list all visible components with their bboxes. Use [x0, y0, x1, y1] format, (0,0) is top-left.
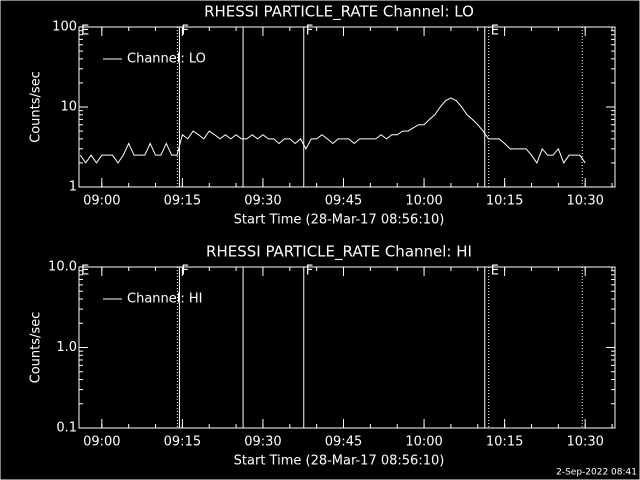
chart-title: RHESSI PARTICLE_RATE Channel: LO: [204, 3, 474, 22]
chart-title: RHESSI PARTICLE_RATE Channel: HI: [206, 243, 472, 262]
x-tick-label: 09:30: [244, 435, 281, 450]
y-axis-label: Counts/sec: [29, 71, 44, 143]
x-axis-label: Start Time (28-Mar-17 08:56:10): [234, 454, 445, 469]
x-tick-label: 10:15: [486, 194, 523, 209]
y-tick-label: 10: [60, 100, 77, 115]
x-tick-label: 10:15: [486, 435, 523, 450]
y-axis-label: Counts/sec: [29, 312, 44, 384]
x-tick-label: 09:15: [164, 435, 201, 450]
flag-label: F: [181, 24, 188, 39]
flag-label: E: [491, 264, 499, 279]
x-tick-label: 10:30: [566, 435, 603, 450]
x-tick-label: 09:30: [244, 194, 281, 209]
legend-label: Channel: LO: [127, 52, 206, 67]
flag-label: E: [81, 264, 89, 279]
flag-label: E: [491, 24, 499, 39]
flag-label: E: [81, 24, 89, 39]
x-tick-label: 09:00: [83, 194, 120, 209]
x-tick-label: 09:45: [325, 435, 362, 450]
x-tick-label: 09:15: [164, 194, 201, 209]
y-tick-label: 100: [52, 20, 77, 35]
data-line: [79, 97, 586, 164]
flag-label: F: [306, 24, 313, 39]
y-tick-label: 10.0: [48, 260, 77, 275]
y-tick-label: 0.1: [56, 421, 77, 436]
y-tick-label: 1.0: [56, 340, 77, 355]
legend-label: Channel: HI: [127, 292, 203, 307]
y-tick-label: 1: [69, 180, 77, 195]
flag-label: F: [181, 264, 188, 279]
x-tick-label: 09:00: [83, 435, 120, 450]
x-tick-label: 10:00: [405, 194, 442, 209]
x-tick-label: 10:30: [566, 194, 603, 209]
x-tick-label: 10:00: [405, 435, 442, 450]
x-tick-label: 09:45: [325, 194, 362, 209]
footer: 2-Sep-2022 08:41: [556, 468, 637, 478]
x-axis-label: Start Time (28-Mar-17 08:56:10): [234, 213, 445, 228]
flag-label: F: [306, 264, 313, 279]
